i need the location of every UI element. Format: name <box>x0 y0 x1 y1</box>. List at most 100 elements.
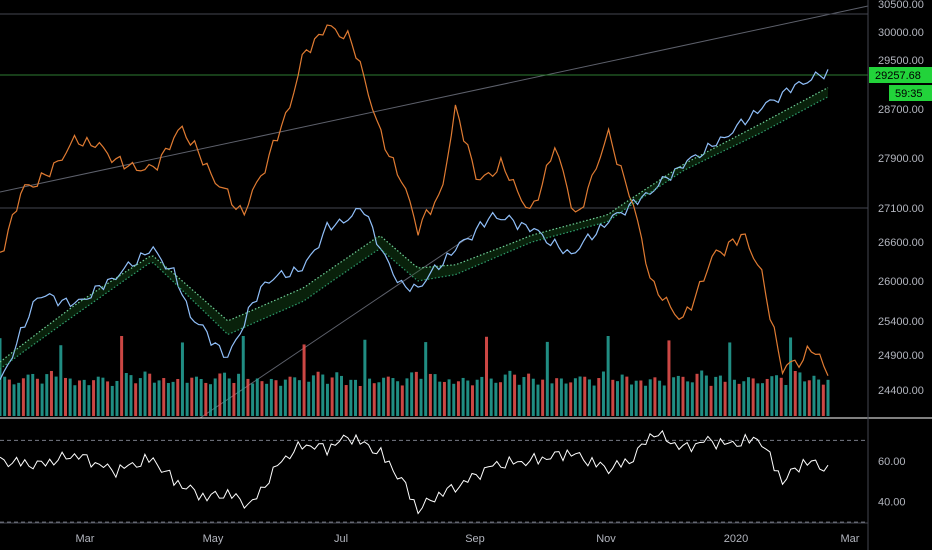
volume-bar <box>143 371 147 416</box>
trend-line-upper[interactable] <box>0 5 869 193</box>
price-tick-label: 26600.00 <box>878 237 924 249</box>
volume-bar <box>620 374 624 416</box>
volume-bar <box>550 383 554 416</box>
volume-bar <box>686 381 690 416</box>
volume-bar <box>438 381 442 416</box>
volume-bar <box>461 377 465 416</box>
volume-bar <box>761 383 765 416</box>
time-tick-label: Nov <box>596 533 616 545</box>
volume-bar <box>522 377 526 416</box>
volume-bar <box>311 375 315 416</box>
volume-bar <box>634 380 638 416</box>
volume-bar <box>87 385 91 416</box>
volume-bar <box>644 385 648 416</box>
volume-bar <box>559 378 563 416</box>
volume-bar <box>569 382 573 416</box>
volume-bar <box>349 379 353 416</box>
volume-bar <box>424 342 428 416</box>
volume-bar <box>765 378 769 416</box>
volume-bar <box>339 375 343 416</box>
price-tick-label: 29500.00 <box>878 55 924 67</box>
volume-bar <box>611 379 615 416</box>
volume-bar <box>676 375 680 416</box>
volume-bar <box>265 383 269 416</box>
volume-bar <box>723 381 727 416</box>
volume-bar <box>817 379 821 416</box>
volume-bar <box>531 378 535 416</box>
volume-bar <box>106 381 110 416</box>
volume-bar <box>194 376 198 416</box>
volume-bar <box>452 383 456 416</box>
volume-bar <box>662 385 666 416</box>
volume-bar <box>21 378 25 416</box>
volume-bar <box>354 379 358 416</box>
volume-bar <box>775 375 779 416</box>
price-series-line[interactable] <box>0 24 829 376</box>
oscillator-line[interactable] <box>0 429 829 515</box>
volume-bar <box>321 374 325 416</box>
volume-bar <box>110 385 114 416</box>
volume-bar <box>405 378 409 416</box>
volume-bar <box>653 377 657 416</box>
volume-bar <box>363 339 367 416</box>
volume-bar <box>658 380 662 416</box>
volume-bar <box>695 373 699 416</box>
volume-bar <box>536 384 540 416</box>
price-series-line[interactable] <box>0 69 829 380</box>
volume-bar <box>190 377 194 416</box>
volume-bar <box>260 381 264 416</box>
volume-bar <box>124 373 128 416</box>
price-series-line[interactable] <box>0 96 829 370</box>
volume-bar <box>283 379 287 416</box>
volume-bar <box>40 383 44 416</box>
volume-bar <box>185 382 189 416</box>
volume-bar <box>789 337 793 416</box>
volume-bar <box>344 385 348 416</box>
volume-bar <box>475 379 479 416</box>
volume-bar <box>26 374 30 416</box>
price-tick-label: 28700.00 <box>878 104 924 116</box>
volume-bar <box>517 384 521 416</box>
price-tick-label: 30000.00 <box>878 27 924 39</box>
volume-bar <box>573 378 577 416</box>
price-tick-label: 27100.00 <box>878 203 924 215</box>
volume-bar <box>779 377 783 416</box>
time-tick-label: 2020 <box>724 533 748 545</box>
volume-bar <box>807 380 811 416</box>
volume-bar <box>63 377 67 416</box>
volume-bar <box>784 384 788 416</box>
volume-bar <box>508 370 512 416</box>
volume-bar <box>499 382 503 416</box>
volume-bar <box>232 382 236 416</box>
trend-line-lower[interactable] <box>199 234 473 419</box>
volume-bar <box>148 373 152 416</box>
volume-bar <box>17 382 21 416</box>
volume-bar <box>527 373 531 416</box>
volume-bar <box>400 385 404 416</box>
volume-bar <box>382 377 386 416</box>
volume-bar <box>639 380 643 416</box>
volume-bar <box>555 378 559 416</box>
last-price-label: 29257.68 <box>875 70 921 82</box>
volume-bar <box>73 385 77 416</box>
volume-bar <box>597 378 601 416</box>
volume-bar <box>307 381 311 416</box>
volume-bar <box>615 381 619 416</box>
volume-bar <box>377 382 381 416</box>
volume-bar <box>583 376 587 416</box>
price-series-line[interactable] <box>0 87 829 363</box>
volume-bar <box>700 370 704 416</box>
volume-bar <box>756 383 760 416</box>
volume-bar <box>433 374 437 416</box>
volume-bar <box>601 371 605 416</box>
volume-bar <box>812 375 816 416</box>
volume-bar <box>578 376 582 416</box>
time-tick-label: Mar <box>76 533 95 545</box>
volume-bar <box>59 345 63 416</box>
volume-bar <box>746 377 750 416</box>
volume-bar <box>442 381 446 416</box>
volume-bar <box>12 384 16 416</box>
volume-bar <box>826 379 830 416</box>
volume-bar <box>358 385 362 416</box>
